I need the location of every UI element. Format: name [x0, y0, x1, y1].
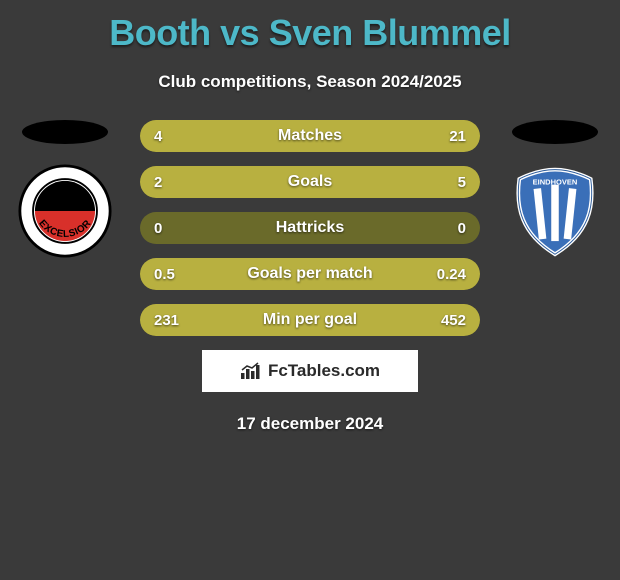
brand-chart-icon — [240, 362, 262, 380]
svg-text:EINDHOVEN: EINDHOVEN — [533, 178, 578, 187]
stat-row: 2Goals5 — [140, 166, 480, 198]
subtitle: Club competitions, Season 2024/2025 — [0, 72, 620, 92]
stat-row: 4Matches21 — [140, 120, 480, 152]
comparison-content: S.B.V. EXCELSIOR EINDHOVEN 4Matches21 2Go… — [0, 120, 620, 434]
page-title: Booth vs Sven Blummel — [0, 0, 620, 54]
stat-label: Goals per match — [140, 265, 480, 283]
stat-value-right: 0 — [458, 220, 466, 237]
stat-label: Hattricks — [140, 219, 480, 237]
date-text: 17 december 2024 — [0, 414, 620, 434]
shadow-ellipse — [512, 120, 598, 144]
stat-value-right: 452 — [441, 312, 466, 329]
stat-row: 0Hattricks0 — [140, 212, 480, 244]
stats-container: 4Matches21 2Goals5 0Hattricks0 0.5Goals per… — [140, 120, 480, 336]
left-club-block: S.B.V. EXCELSIOR — [18, 120, 112, 258]
stat-value-right: 5 — [458, 174, 466, 191]
stat-label: Goals — [140, 173, 480, 191]
shadow-ellipse — [22, 120, 108, 144]
stat-row: 231Min per goal452 — [140, 304, 480, 336]
brand-text: FcTables.com — [268, 361, 380, 381]
left-club-badge: S.B.V. EXCELSIOR — [18, 164, 112, 258]
brand-box: FcTables.com — [202, 350, 418, 392]
stat-value-right: 21 — [449, 128, 466, 145]
stat-row: 0.5Goals per match0.24 — [140, 258, 480, 290]
right-club-badge: EINDHOVEN — [508, 164, 602, 258]
right-club-block: EINDHOVEN — [508, 120, 602, 258]
stat-label: Min per goal — [140, 311, 480, 329]
stat-value-right: 0.24 — [437, 266, 466, 283]
stat-label: Matches — [140, 127, 480, 145]
